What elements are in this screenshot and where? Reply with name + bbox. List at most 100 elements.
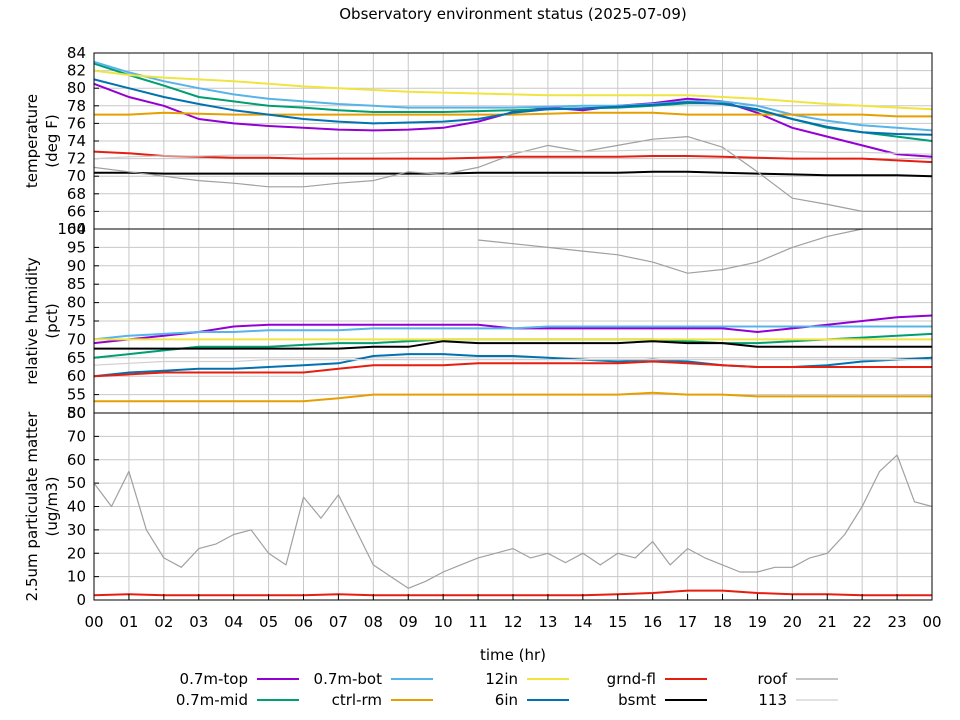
x-tick-label: 18 [713, 613, 732, 631]
legend-label: roof [758, 670, 788, 688]
y-tick-label: 40 [67, 498, 86, 516]
x-tick-label: 00 [84, 613, 103, 631]
y-tick-label: 84 [67, 44, 86, 62]
y-tick-label: 74 [67, 132, 86, 150]
x-tick-label: 04 [224, 613, 243, 631]
series-line-bsmt [94, 170, 933, 178]
y-tick-label: 60 [67, 367, 86, 385]
chart-title: Observatory environment status (2025-07-… [339, 5, 687, 23]
y-tick-label: 10 [67, 568, 86, 586]
y-tick-label: 80 [67, 79, 86, 97]
y-axis-label: 2.5um particulate matter [23, 411, 41, 601]
y-tick-label: 66 [67, 202, 86, 220]
y-tick-label: 82 [67, 62, 86, 80]
y-tick-label: 72 [67, 150, 86, 168]
y-tick-label: 100 [57, 220, 86, 238]
y-tick-label: 70 [67, 167, 86, 185]
y-tick-label: 68 [67, 185, 86, 203]
series-line-6in [93, 78, 933, 136]
x-tick-label: 23 [888, 613, 907, 631]
series-line-roof [93, 454, 933, 589]
y-tick-label: 75 [67, 312, 86, 330]
series-line-ctrl-rm [94, 391, 932, 403]
legend-label: 0.7m-top [180, 670, 248, 688]
x-tick-label: 19 [748, 613, 767, 631]
x-tick-label: 06 [294, 613, 313, 631]
legend-label: 113 [758, 691, 787, 709]
series-line-ctrl-rm [94, 111, 932, 118]
x-tick-label: 02 [154, 613, 173, 631]
series-line-bsmt [94, 340, 932, 350]
y-tick-label: 30 [67, 521, 86, 539]
legend-item-12in: 12in [485, 670, 569, 688]
y-tick-label: 20 [67, 544, 86, 562]
y-tick-label: 70 [67, 427, 86, 445]
y-tick-label: 70 [67, 330, 86, 348]
legend-item-0_7m-mid: 0.7m-mid [176, 691, 299, 709]
y-tick-label: 78 [67, 97, 86, 115]
y-tick-label: 95 [67, 238, 86, 256]
series-line-grnd-fl [93, 150, 933, 164]
legend-item-6in: 6in [495, 691, 569, 709]
y-tick-label: 90 [67, 257, 86, 275]
y-axis-label: relative humidity [23, 257, 41, 385]
y-tick-label: 80 [67, 294, 86, 312]
x-tick-label: 07 [329, 613, 348, 631]
x-tick-label: 05 [259, 613, 278, 631]
x-tick-label: 00 [922, 613, 941, 631]
y-tick-label: 85 [67, 275, 86, 293]
legend-label: bsmt [618, 691, 656, 709]
x-tick-label: 10 [434, 613, 453, 631]
legend-item-ctrl-rm: ctrl-rm [332, 691, 433, 709]
y-tick-label: 64 [67, 220, 86, 238]
y-axis-unit-label: (deg F) [43, 114, 61, 167]
x-tick-label: 12 [503, 613, 522, 631]
x-tick-label: 17 [678, 613, 697, 631]
legend: 0.7m-top 0.7m-bot 12in grnd-fl roof 0.7m-mid c… [176, 670, 838, 709]
legend-item-113: 113 [758, 691, 838, 709]
x-tick-label: 16 [643, 613, 662, 631]
legend-label: 0.7m-mid [176, 691, 248, 709]
y-tick-label: 50 [67, 474, 86, 492]
panel-3: 0 10 20 30 40 50 60 70 80 2.5um particulate matte… [23, 404, 933, 609]
x-tick-label: 11 [469, 613, 488, 631]
series-line-113 [93, 359, 932, 366]
x-tick-label: 13 [538, 613, 557, 631]
x-tick-label: 01 [119, 613, 138, 631]
series-line-113 [93, 149, 933, 160]
x-tick-label: 15 [608, 613, 627, 631]
x-axis: 00 01 02 03 04 05 06 07 08 09 10 11 12 13 14 15 16 17 18 19… [84, 594, 942, 631]
y-tick-label: 80 [67, 404, 86, 422]
y-axis-label: temperature [23, 94, 41, 188]
legend-item-roof: roof [758, 670, 838, 688]
y-tick-label: 0 [76, 591, 86, 609]
series-line-0_7m-bot [93, 325, 932, 341]
series-line-12in [93, 69, 933, 111]
legend-item-0_7m-bot: 0.7m-bot [314, 670, 433, 688]
x-tick-label: 03 [189, 613, 208, 631]
x-tick-label: 20 [783, 613, 802, 631]
x-tick-label: 22 [853, 613, 872, 631]
y-axis-unit-label: (ug/m3) [43, 477, 61, 537]
y-axis-unit-label: (pct) [43, 303, 61, 338]
legend-label: ctrl-rm [332, 691, 382, 709]
legend-label: 12in [485, 670, 518, 688]
x-tick-label: 08 [364, 613, 383, 631]
legend-label: 0.7m-bot [314, 670, 383, 688]
legend-item-0_7m-top: 0.7m-top [180, 670, 299, 688]
legend-item-grnd-fl: grnd-fl [607, 670, 707, 688]
series-line-roof [478, 228, 863, 274]
y-tick-label: 76 [67, 114, 86, 132]
x-axis-label: time (hr) [480, 646, 546, 664]
series-line-roof [93, 136, 932, 212]
legend-item-bsmt: bsmt [618, 691, 707, 709]
y-tick-label: 65 [67, 349, 86, 367]
legend-label: grnd-fl [607, 670, 656, 688]
x-tick-label: 14 [573, 613, 592, 631]
series-line-grnd-fl [93, 360, 932, 378]
y-tick-label: 50 [67, 404, 86, 422]
